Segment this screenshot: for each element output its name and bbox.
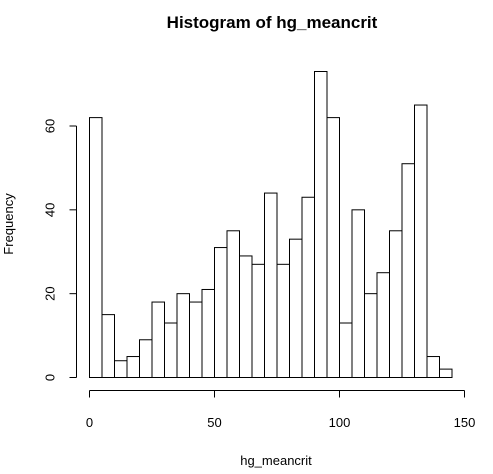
x-tick-label: 0 bbox=[86, 415, 93, 430]
histogram-bar bbox=[352, 210, 365, 378]
y-tick-label: 0 bbox=[43, 374, 58, 381]
y-tick-label: 40 bbox=[43, 203, 58, 217]
histogram-bar bbox=[365, 294, 378, 378]
histogram-bar bbox=[302, 197, 315, 377]
histogram-bar bbox=[315, 72, 328, 378]
histogram-bar bbox=[140, 340, 153, 378]
histogram-bar bbox=[127, 357, 140, 378]
histogram-bar bbox=[290, 239, 303, 377]
x-tick-label: 150 bbox=[454, 415, 476, 430]
histogram-bar bbox=[215, 248, 228, 378]
histogram-bar bbox=[115, 361, 128, 378]
histogram-bar bbox=[440, 369, 453, 377]
histogram-bar bbox=[265, 193, 278, 377]
histogram-bar bbox=[240, 256, 253, 378]
y-axis: 0 20 40 60 bbox=[43, 119, 77, 381]
histogram-bar bbox=[190, 302, 203, 377]
x-axis-label: hg_meancrit bbox=[240, 453, 312, 468]
histogram-bar bbox=[227, 231, 240, 378]
histogram-bar bbox=[152, 302, 165, 377]
histogram-bar bbox=[390, 231, 403, 378]
x-tick-label: 100 bbox=[329, 415, 351, 430]
y-tick-label: 60 bbox=[43, 119, 58, 133]
chart-title: Histogram of hg_meancrit bbox=[167, 13, 378, 32]
histogram-bar bbox=[415, 105, 428, 377]
histogram-bar bbox=[90, 118, 103, 378]
histogram-bar bbox=[377, 273, 390, 378]
histogram-bar bbox=[252, 264, 265, 377]
histogram-bar bbox=[102, 315, 115, 378]
x-axis: 0 50 100 150 bbox=[86, 391, 475, 431]
y-tick-label: 20 bbox=[43, 286, 58, 300]
histogram-bar bbox=[202, 289, 215, 377]
histogram-bar bbox=[327, 118, 340, 378]
bars-group bbox=[90, 72, 453, 378]
histogram-bar bbox=[165, 323, 178, 377]
x-tick-label: 50 bbox=[207, 415, 221, 430]
histogram-bar bbox=[277, 264, 290, 377]
histogram-bar bbox=[340, 323, 353, 377]
y-axis-label: Frequency bbox=[1, 193, 16, 255]
histogram-bar bbox=[177, 294, 190, 378]
histogram-bar bbox=[427, 357, 440, 378]
histogram-bar bbox=[402, 164, 415, 378]
